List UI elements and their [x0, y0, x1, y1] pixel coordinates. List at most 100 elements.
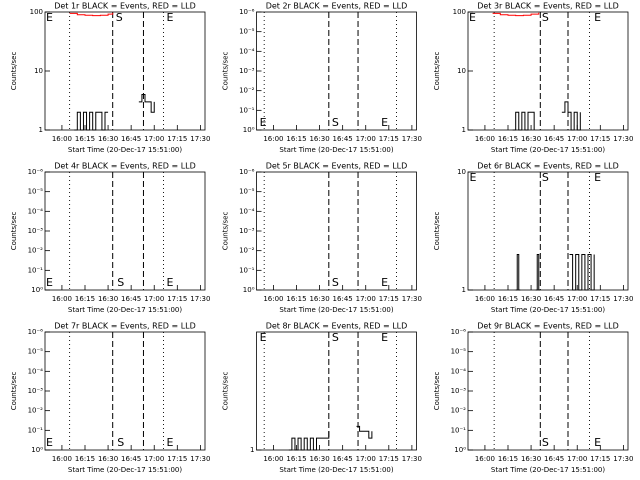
- panel-title: Det 9r BLACK = Events, RED = LLD: [477, 322, 619, 331]
- event-letter: E: [167, 11, 174, 24]
- x-tick-label: 16:00: [263, 455, 283, 463]
- y-tick-label: 10⁻²: [239, 87, 255, 95]
- panel: Det 9r BLACK = Events, RED = LLD Counts/s…: [433, 322, 633, 475]
- series-line: [69, 12, 114, 17]
- x-tick-label: 17:30: [402, 295, 422, 303]
- x-tick-label: 16:00: [475, 135, 495, 143]
- event-letter: E: [594, 171, 601, 184]
- x-tick-label: 16:15: [75, 295, 95, 303]
- y-axis-label: Counts/sec: [10, 52, 18, 91]
- y-axis-label: Counts/sec: [222, 52, 230, 91]
- plot-frame: [467, 331, 629, 451]
- x-tick-label: 17:30: [402, 135, 422, 143]
- panel: Det 1r BLACK = Events, RED = LLD Counts/s…: [10, 2, 210, 155]
- y-tick-label: 10⁻⁵: [239, 188, 255, 196]
- event-letter: S: [117, 276, 124, 289]
- x-tick-label: 17:15: [590, 135, 610, 143]
- y-tick-label: 10⁻⁶: [28, 328, 44, 336]
- x-tick-label: 16:15: [498, 135, 518, 143]
- event-letter: S: [542, 171, 549, 184]
- x-tick-label: 17:15: [379, 455, 399, 463]
- x-tick-label: 16:15: [286, 295, 306, 303]
- panel: Det 6r BLACK = Events, RED = LLD Counts/s…: [433, 162, 633, 315]
- panel-title: Det 8r BLACK = Events, RED = LLD: [266, 322, 408, 331]
- y-tick-label: 10⁰: [31, 446, 43, 454]
- x-tick-label: 16:30: [309, 135, 329, 143]
- plot-frame: [256, 11, 417, 131]
- x-tick-label: 17:15: [590, 295, 610, 303]
- y-tick-label: 10⁻⁶: [28, 168, 44, 176]
- y-tick-label: 100: [453, 8, 466, 16]
- event-letter: E: [46, 11, 53, 24]
- x-tick-label: 17:30: [613, 135, 633, 143]
- x-tick-label: 17:00: [567, 135, 587, 143]
- x-tick-label: 17:00: [356, 135, 376, 143]
- y-tick-label: 10⁰: [454, 446, 466, 454]
- y-tick-label: 10⁻⁵: [239, 28, 255, 36]
- x-tick-label: 17:00: [567, 455, 587, 463]
- y-tick-label: 10⁻¹: [239, 266, 255, 274]
- series-line: [512, 111, 535, 131]
- y-axis-label: Counts/sec: [10, 212, 18, 251]
- panel: Det 4r BLACK = Events, RED = LLD Counts/s…: [10, 162, 210, 315]
- x-tick-label: 16:00: [475, 295, 495, 303]
- y-tick-label: 10⁻³: [28, 227, 44, 235]
- y-tick-label: 1: [39, 126, 43, 134]
- event-letter: E: [167, 436, 174, 449]
- event-letter: E: [260, 331, 267, 344]
- y-tick-label: 10⁻⁴: [239, 207, 255, 215]
- y-tick-label: 10⁻⁴: [28, 367, 44, 375]
- plot-frame: [44, 171, 206, 291]
- x-tick-label: 17:00: [356, 455, 376, 463]
- series-line: [569, 253, 595, 291]
- plot-frame: [256, 171, 417, 291]
- panel-title: Det 7r BLACK = Events, RED = LLD: [54, 322, 196, 331]
- x-tick-label: 16:30: [521, 135, 541, 143]
- plot-frame: [44, 331, 206, 451]
- x-tick-label: 16:30: [521, 455, 541, 463]
- y-axis-label: Counts/sec: [433, 212, 441, 251]
- event-letter: E: [594, 11, 601, 24]
- y-tick-label: 10⁻²: [239, 247, 255, 255]
- x-tick-label: 17:30: [613, 455, 633, 463]
- y-tick-label: 10⁻⁴: [239, 47, 255, 55]
- y-tick-label: 10⁻²: [28, 247, 44, 255]
- event-letter: E: [260, 116, 267, 129]
- series-line: [561, 101, 581, 131]
- x-tick-label: 16:45: [121, 135, 141, 143]
- x-tick-label: 16:30: [309, 455, 329, 463]
- series-line: [515, 253, 521, 291]
- plot-frame: [467, 171, 629, 291]
- y-tick-label: 10⁻¹: [28, 266, 44, 274]
- y-tick-label: 10⁰: [243, 126, 255, 134]
- x-tick-label: 17:00: [356, 295, 376, 303]
- y-axis-label: Counts/sec: [222, 212, 230, 251]
- x-tick-label: 16:15: [75, 455, 95, 463]
- panel: Det 8r BLACK = Events, RED = LLD Counts/s…: [222, 322, 422, 475]
- y-tick-label: 10: [34, 67, 43, 75]
- y-tick-label: 10⁻⁴: [451, 367, 467, 375]
- x-tick-label: 17:30: [402, 455, 422, 463]
- x-axis-label: Start Time (20-Dec-17 15:51:00): [68, 466, 182, 474]
- x-axis-label: Start Time (20-Dec-17 15:51:00): [68, 146, 182, 154]
- y-tick-label: 10⁻⁶: [451, 328, 467, 336]
- x-tick-label: 16:45: [333, 455, 353, 463]
- y-tick-label: 10⁰: [31, 286, 43, 294]
- y-tick-label: 10⁻¹: [451, 426, 467, 434]
- x-axis-label: Start Time (20-Dec-17 15:51:00): [279, 466, 393, 474]
- y-axis-label: Counts/sec: [433, 372, 441, 411]
- series-line: [288, 431, 330, 451]
- x-tick-label: 16:45: [333, 295, 353, 303]
- y-axis-label: Counts/sec: [222, 372, 230, 411]
- event-letter: S: [542, 436, 549, 449]
- plot-frame: [44, 11, 206, 131]
- x-tick-label: 17:30: [613, 295, 633, 303]
- series-line: [138, 93, 155, 113]
- x-tick-label: 16:45: [544, 455, 564, 463]
- event-letter: E: [381, 116, 388, 129]
- y-tick-label: 10⁻⁵: [451, 348, 467, 356]
- x-tick-label: 17:15: [167, 135, 187, 143]
- event-letter: S: [332, 276, 339, 289]
- x-tick-label: 17:00: [144, 295, 164, 303]
- x-tick-label: 16:00: [263, 135, 283, 143]
